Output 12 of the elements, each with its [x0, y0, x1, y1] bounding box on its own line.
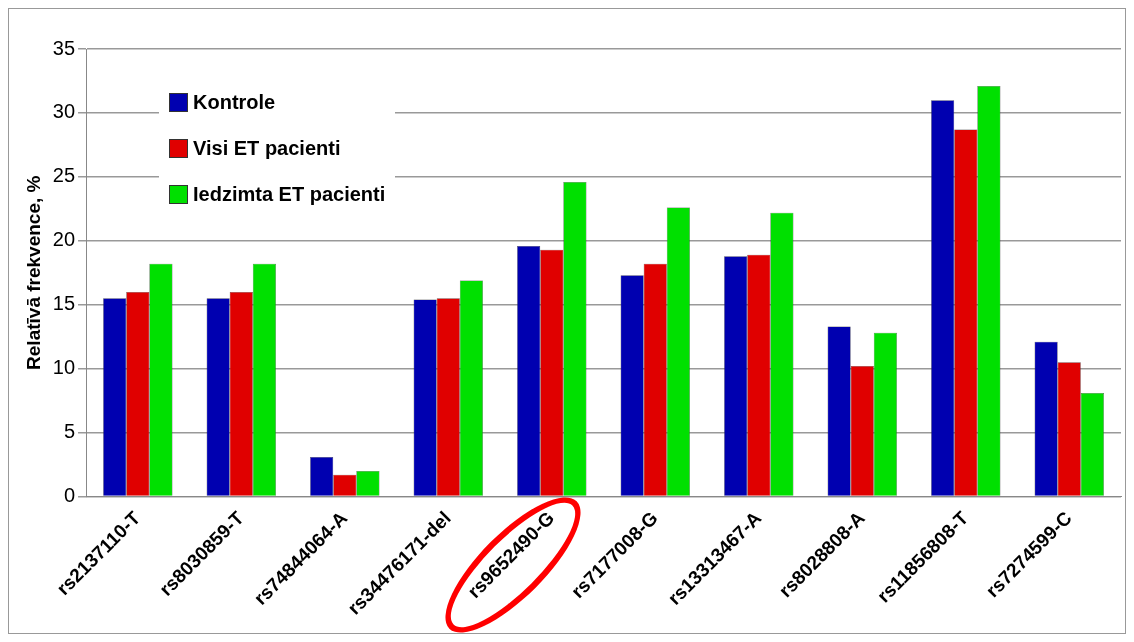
y-tick-label: 20 [52, 228, 76, 251]
y-tick-label: 0 [63, 484, 76, 507]
y-tick-label: 5 [63, 420, 76, 443]
y-tick-label: 25 [52, 164, 76, 187]
legend-label: Iedzimta ET pacienti [193, 182, 386, 206]
y-tick-label: 35 [52, 36, 76, 59]
legend-label: Visi ET pacienti [193, 136, 341, 160]
y-tick-label: 15 [52, 292, 76, 315]
y-axis-title: Relatīvā frekvence, % [22, 175, 44, 370]
y-tick-label: 30 [52, 100, 76, 123]
y-tick-label: 10 [52, 356, 76, 379]
legend-label: Kontrole [193, 90, 276, 114]
